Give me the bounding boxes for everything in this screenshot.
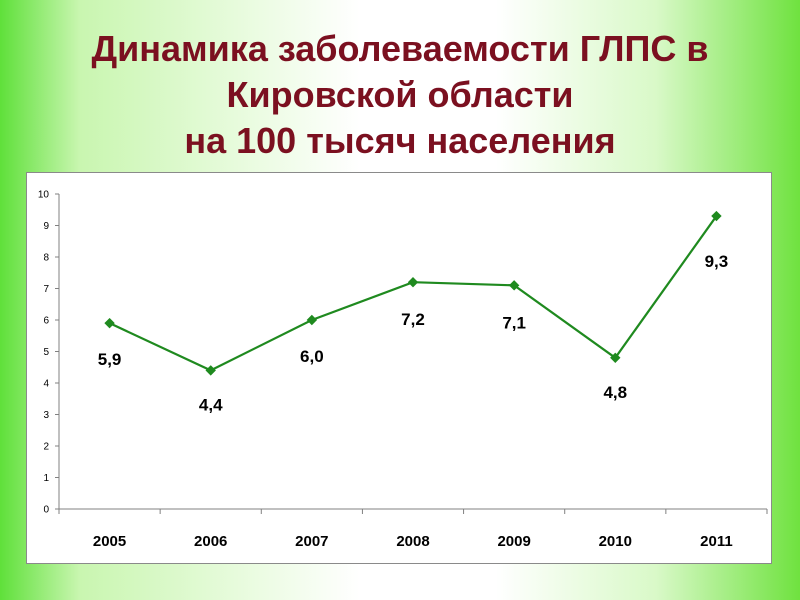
y-tick-label: 7 [43,284,49,295]
x-tick-label: 2007 [295,533,328,550]
y-tick-label: 0 [43,505,49,516]
x-tick-label: 2011 [700,533,733,550]
data-point [104,317,115,329]
y-tick-label: 2 [43,442,49,453]
title-line-3: на 100 тысяч населения [184,120,616,161]
title-line-1: Динамика заболеваемости ГЛПС в [91,28,709,69]
data-point [508,280,520,291]
y-tick-label: 9 [43,221,49,232]
line-chart: 0 1 2 3 4 5 6 7 8 9 10 2005 2006 2007 2008 2009 2010 2011… [38,190,768,550]
y-tick-label: 1 [43,473,49,484]
y-tick-label: 10 [38,190,50,201]
data-point [306,314,318,326]
series-line [109,215,718,372]
data-label: 7,2 [401,310,425,329]
x-tick-label: 2005 [93,533,126,550]
title-line-2: Кировской области [226,74,574,115]
page-title: Динамика заболеваемости ГЛПС в Кировской… [0,26,800,164]
data-label: 6,0 [300,347,324,366]
data-point [711,210,722,222]
x-tick-label: 2010 [599,533,632,550]
x-tick-label: 2008 [396,533,429,550]
x-tick-label: 2006 [194,533,227,550]
data-label: 7,1 [502,313,526,332]
y-tick-label: 6 [43,316,49,327]
data-point [610,352,621,364]
data-label: 4,4 [199,395,223,414]
x-tick-label: 2009 [497,533,530,550]
y-tick-label: 4 [43,379,49,390]
data-label: 9,3 [705,252,729,271]
chart-area: 0 1 2 3 4 5 6 7 8 9 10 2005 2006 2007 2008 2009 2010 2011… [26,172,772,564]
data-label: 4,8 [603,383,627,402]
data-point [205,365,216,376]
data-point [407,276,419,288]
y-tick-label: 5 [43,347,49,358]
y-tick-label: 3 [43,410,49,421]
y-tick-label: 8 [43,253,49,264]
data-label: 5,9 [98,350,122,369]
